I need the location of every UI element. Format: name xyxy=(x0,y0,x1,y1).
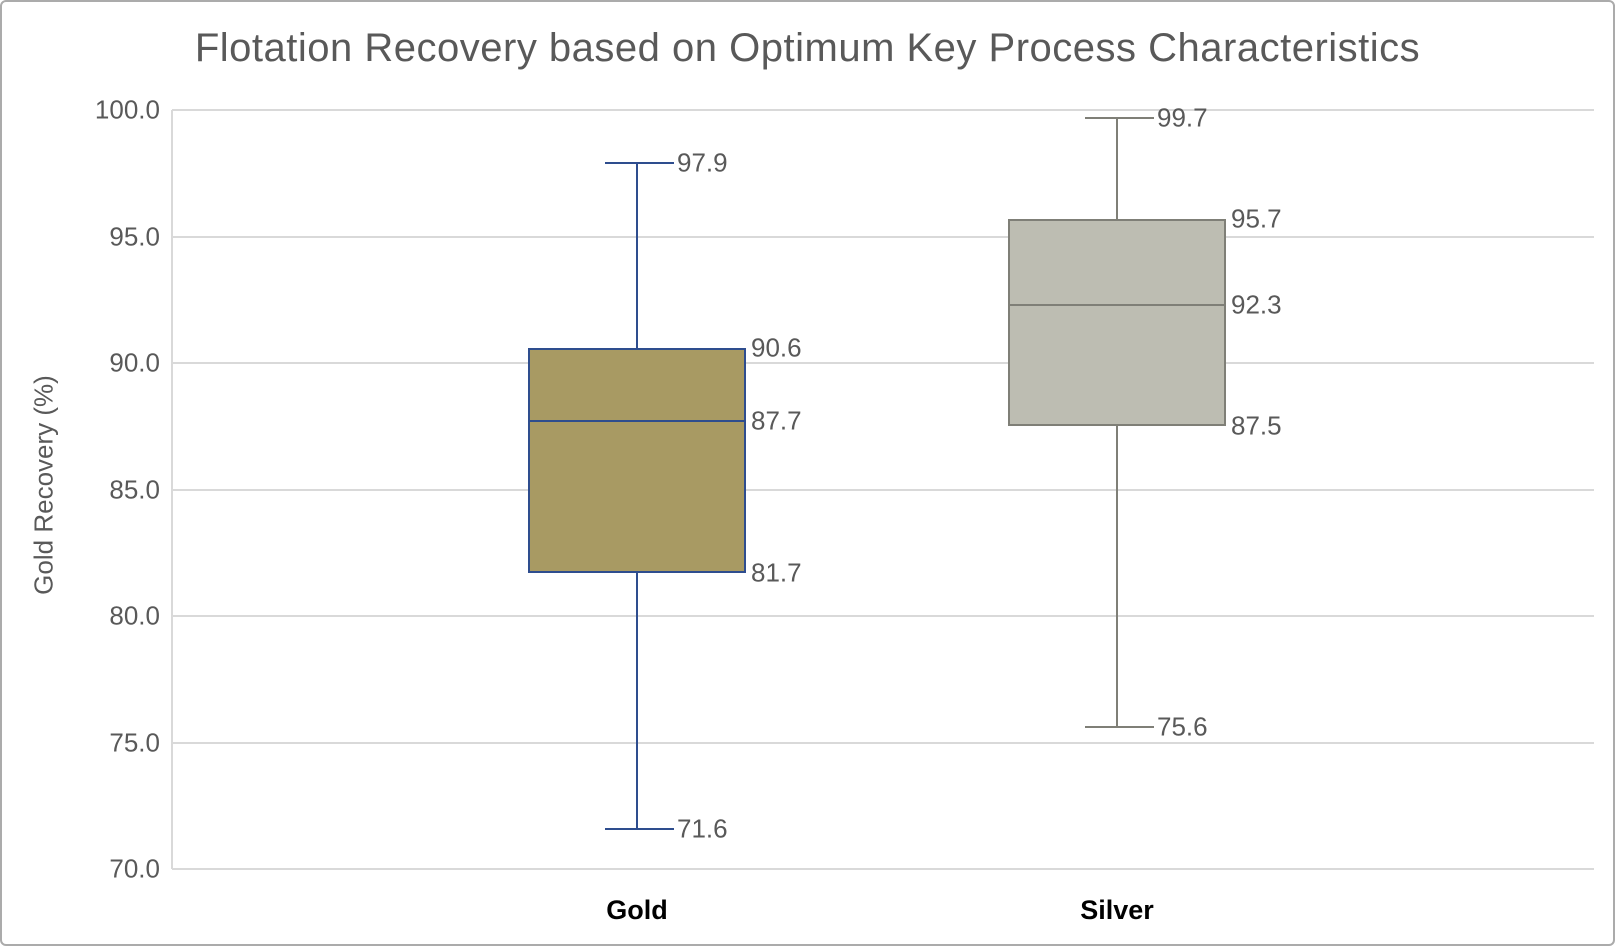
gridline-95.0 xyxy=(172,235,1594,238)
silver-max-label: 99.7 xyxy=(1157,102,1208,133)
y-tick-label: 95.0 xyxy=(109,221,160,251)
y-tick-label: 100.0 xyxy=(94,94,160,125)
silver-category-label: Silver xyxy=(1080,895,1154,925)
gold-q3-label: 90.6 xyxy=(751,332,802,363)
gridline-75.0 xyxy=(172,741,1594,744)
y-tick-label: 90.0 xyxy=(109,347,160,378)
y-axis-line xyxy=(171,110,173,869)
y-tick-label: 75.0 xyxy=(109,727,160,757)
silver-min-cap xyxy=(1085,726,1154,729)
gold-category-label: Gold xyxy=(606,895,668,925)
gridline-80.0 xyxy=(172,615,1594,617)
silver-median-line xyxy=(1008,303,1226,306)
y-tick-label: 80.0 xyxy=(109,600,160,631)
silver-upper-whisker xyxy=(1116,117,1118,219)
gridline-100.0 xyxy=(172,109,1594,111)
silver-max-cap xyxy=(1085,116,1154,119)
gold-min-label: 71.6 xyxy=(677,813,728,844)
silver-q1-label: 87.5 xyxy=(1231,410,1282,441)
silver-lower-whisker xyxy=(1116,426,1118,728)
gridline-85.0 xyxy=(172,488,1594,491)
silver-box xyxy=(1008,218,1226,427)
gold-max-cap xyxy=(605,162,674,165)
gold-upper-whisker xyxy=(636,163,638,348)
gridline-70.0 xyxy=(172,868,1594,870)
silver-median-label: 92.3 xyxy=(1231,289,1282,320)
silver-min-label: 75.6 xyxy=(1157,711,1208,742)
gold-q1-label: 81.7 xyxy=(751,557,802,588)
gold-box xyxy=(528,347,746,573)
y-tick-label: 70.0 xyxy=(109,853,160,884)
y-tick-label: 85.0 xyxy=(109,474,160,504)
gold-lower-whisker xyxy=(636,572,638,829)
gridline-90.0 xyxy=(172,362,1594,364)
gold-max-label: 97.9 xyxy=(677,147,728,178)
gold-min-cap xyxy=(605,827,674,830)
gold-median-line xyxy=(528,420,746,423)
silver-q3-label: 95.7 xyxy=(1231,203,1282,234)
gold-median-label: 87.7 xyxy=(751,405,802,436)
chart-title: Flotation Recovery based on Optimum Key … xyxy=(194,26,1421,70)
